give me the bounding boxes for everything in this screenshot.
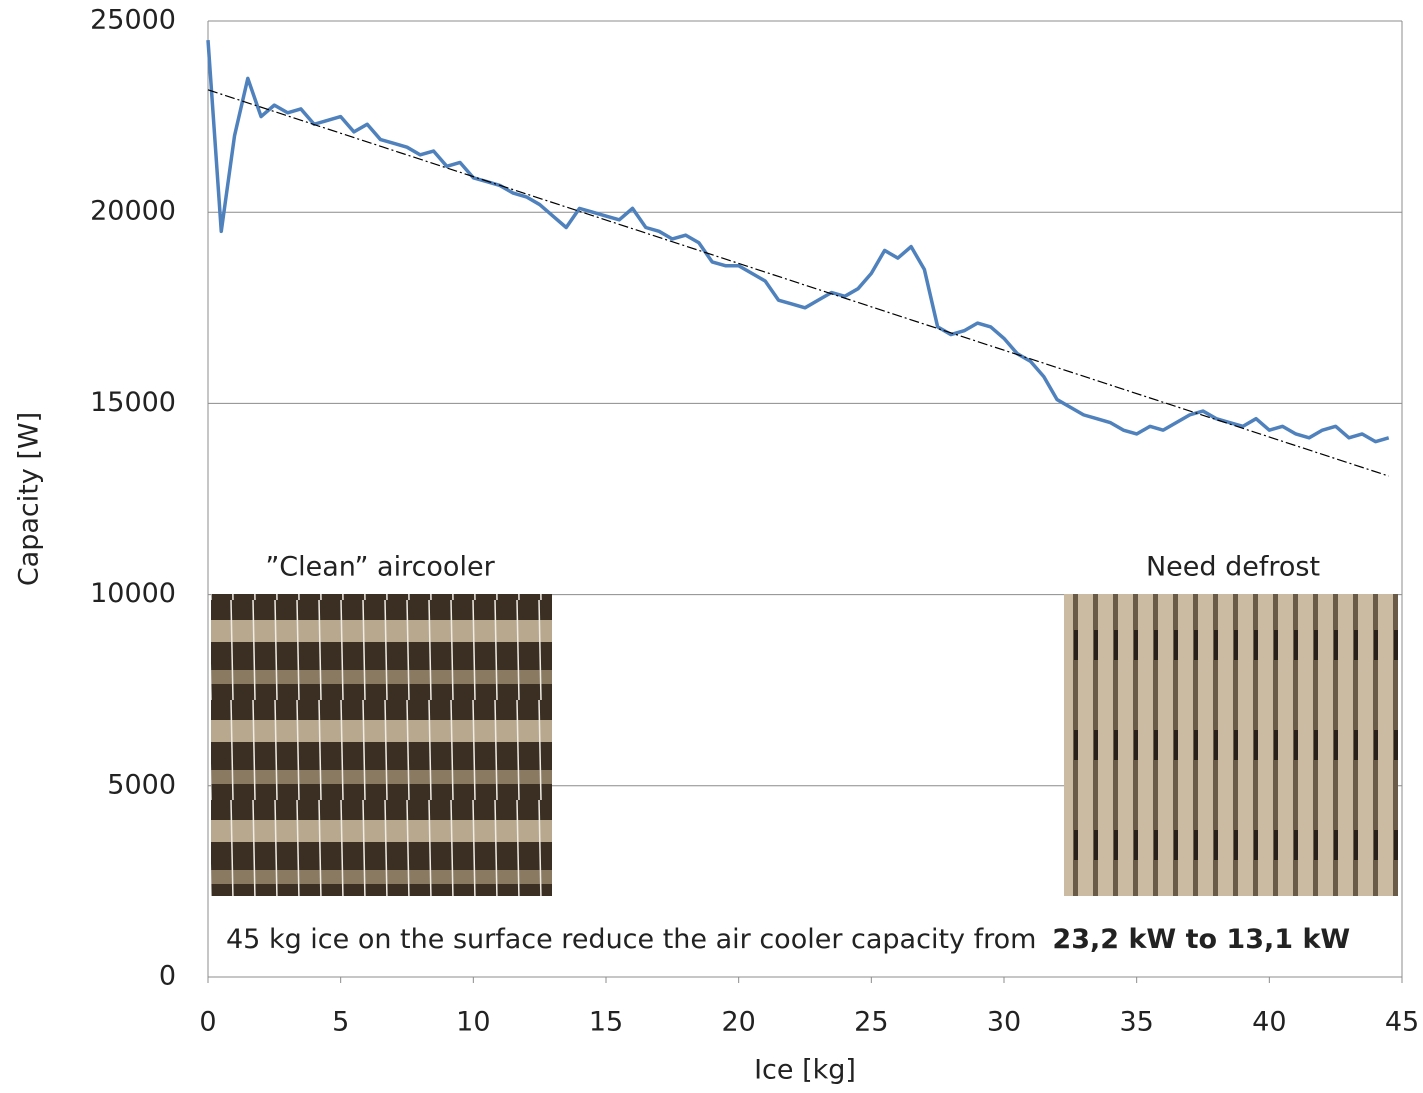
y-tick-label: 5000 (107, 769, 176, 800)
y-tick-label: 0 (159, 961, 176, 992)
annotation: ”Clean” aircooler (265, 552, 495, 583)
x-tick-label: 30 (987, 1007, 1021, 1038)
note-bold: 23,2 kW to 13,1 kW (1052, 924, 1350, 955)
x-tick-label: 15 (589, 1007, 623, 1038)
x-tick-label: 0 (199, 1007, 216, 1038)
annotation: Need defrost (1146, 552, 1320, 583)
y-tick-label: 10000 (90, 578, 176, 609)
x-tick-label: 40 (1252, 1007, 1286, 1038)
y-tick-label: 25000 (90, 5, 176, 36)
x-tick-label: 45 (1385, 1007, 1419, 1038)
frost-photo (1064, 594, 1398, 896)
trend-line (207, 89, 1389, 477)
y-axis-title: Capacity [W] (14, 412, 45, 586)
x-tick-label: 5 (332, 1007, 349, 1038)
x-tick-label: 35 (1119, 1007, 1153, 1038)
x-tick-label: 25 (854, 1007, 888, 1038)
data-line (206, 39, 1390, 444)
y-tick-label: 15000 (90, 387, 176, 418)
x-axis-title: Ice [kg] (754, 1055, 856, 1086)
note: 45 kg ice on the surface reduce the air … (226, 924, 1350, 955)
note-text: 45 kg ice on the surface reduce the air … (226, 924, 1036, 955)
y-tick-label: 20000 (90, 196, 176, 227)
x-tick-label: 20 (721, 1007, 755, 1038)
x-tick-label: 10 (456, 1007, 490, 1038)
clean-photo (211, 594, 552, 896)
